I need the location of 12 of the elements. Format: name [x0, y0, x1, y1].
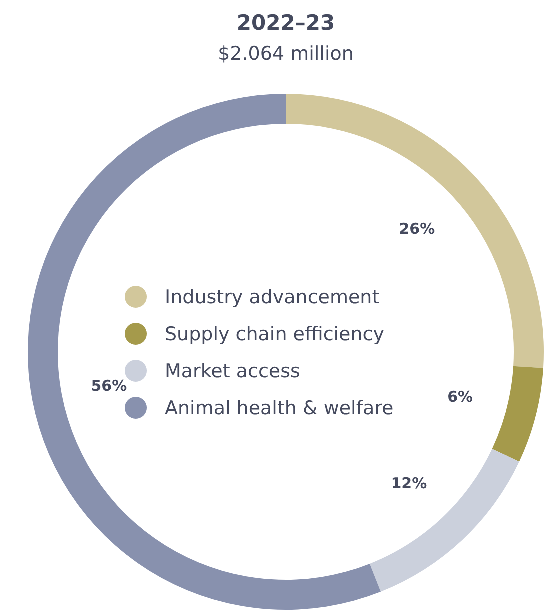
data-label: 26% [399, 220, 436, 238]
donut-slice [370, 449, 520, 592]
legend-label: Industry advancement [165, 286, 380, 309]
data-label: 6% [448, 388, 474, 406]
donut-slice [492, 366, 544, 462]
chart-subtitle: $2.064 million [218, 43, 354, 65]
data-label: 12% [391, 474, 428, 492]
chart-title: 2022–23 [236, 11, 336, 35]
data-label: 56% [91, 376, 128, 395]
legend-label: Market access [165, 360, 300, 383]
legend-label: Animal health & welfare [165, 398, 394, 420]
legend-label: Supply chain efficiency [165, 324, 384, 346]
